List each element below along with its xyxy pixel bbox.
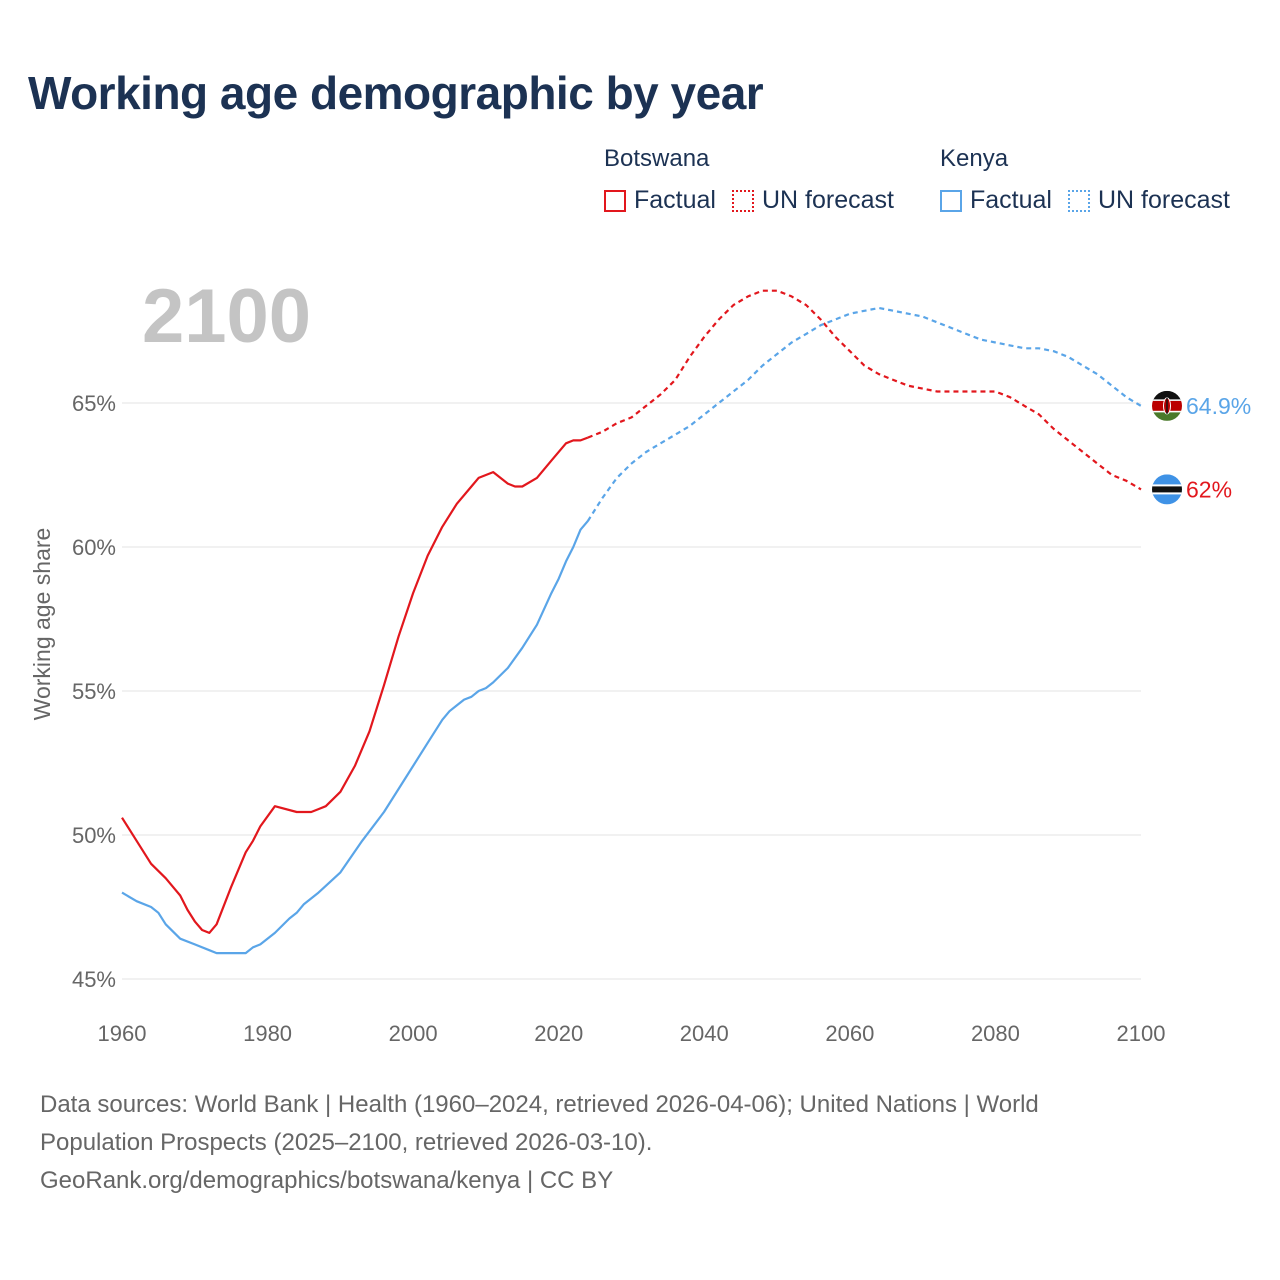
- gridlines: [122, 402, 1141, 980]
- end-markers: 62% 64.9%: [1152, 390, 1251, 505]
- x-tick-label: 2080: [971, 1021, 1020, 1046]
- legend-kenya-factual-label: Factual: [970, 186, 1052, 214]
- x-tick-label: 1980: [243, 1021, 292, 1046]
- legend-kenya: Kenya Factual UN forecast: [940, 144, 1230, 215]
- chart-title: Working age demographic by year: [28, 67, 764, 119]
- footer-credit[interactable]: GeoRank.org/demographics/botswana/kenya …: [40, 1167, 614, 1194]
- legend-kenya-name: Kenya: [940, 145, 1009, 172]
- x-axis-ticks: 1960 1980 2000 2020 2040 2060 2080 2100: [98, 1021, 1166, 1046]
- kenya-factual-swatch-icon: [940, 189, 962, 212]
- legend-botswana-factual[interactable]: Factual: [604, 186, 716, 215]
- y-axis-ticks: 45% 50% 55% 60% 65%: [72, 391, 116, 992]
- x-tick-label: 2100: [1117, 1021, 1166, 1046]
- legend-kenya-factual[interactable]: Factual: [940, 186, 1052, 215]
- legend-botswana-name: Botswana: [604, 145, 710, 172]
- botswana-forecast-swatch-icon: [731, 189, 754, 212]
- legend-botswana-factual-label: Factual: [634, 186, 716, 214]
- y-tick-label: 45%: [72, 967, 116, 992]
- legend-botswana-forecast-label: UN forecast: [761, 186, 894, 214]
- kenya-factual-line: [121, 520, 589, 955]
- x-tick-label: 2060: [825, 1021, 874, 1046]
- legend-kenya-forecast-label: UN forecast: [1097, 186, 1230, 214]
- kenya-forecast-swatch-icon: [1067, 189, 1090, 212]
- legend-botswana: Botswana Factual UN forecast: [604, 144, 894, 215]
- x-tick-label: 2020: [534, 1021, 583, 1046]
- y-tick-label: 50%: [72, 823, 116, 848]
- kenya-end-label: 64.9%: [1186, 393, 1251, 419]
- y-tick-label: 55%: [72, 679, 116, 704]
- year-watermark: 2100: [142, 274, 311, 359]
- footer: Data sources: World Bank | Health (1960–…: [40, 1086, 1240, 1200]
- legend-kenya-forecast[interactable]: UN forecast: [1067, 186, 1230, 215]
- botswana-factual-line: [121, 436, 589, 935]
- kenya-forecast-line: [586, 306, 1142, 522]
- botswana-end-label: 62%: [1186, 476, 1232, 502]
- x-tick-label: 2000: [389, 1021, 438, 1046]
- kenya-flag-icon: [1152, 390, 1182, 421]
- line-chart: 45% 50% 55% 60% 65% 1960 1980 2000 2020 2040 2060…: [29, 274, 1251, 1046]
- x-tick-label: 2040: [680, 1021, 729, 1046]
- footer-sources-line1: Data sources: World Bank | Health (1960–…: [40, 1091, 1039, 1118]
- y-tick-label: 60%: [72, 535, 116, 560]
- series-lines: [121, 289, 1142, 955]
- y-tick-label: 65%: [72, 391, 116, 416]
- y-axis-label: Working age share: [29, 528, 55, 721]
- legend-botswana-forecast[interactable]: UN forecast: [731, 186, 894, 215]
- x-tick-label: 1960: [98, 1021, 147, 1046]
- botswana-flag-icon: [1152, 474, 1182, 505]
- botswana-forecast-line: [587, 289, 1142, 491]
- botswana-factual-swatch-icon: [604, 189, 626, 212]
- footer-sources-line2: Population Prospects (2025–2100, retriev…: [40, 1129, 653, 1156]
